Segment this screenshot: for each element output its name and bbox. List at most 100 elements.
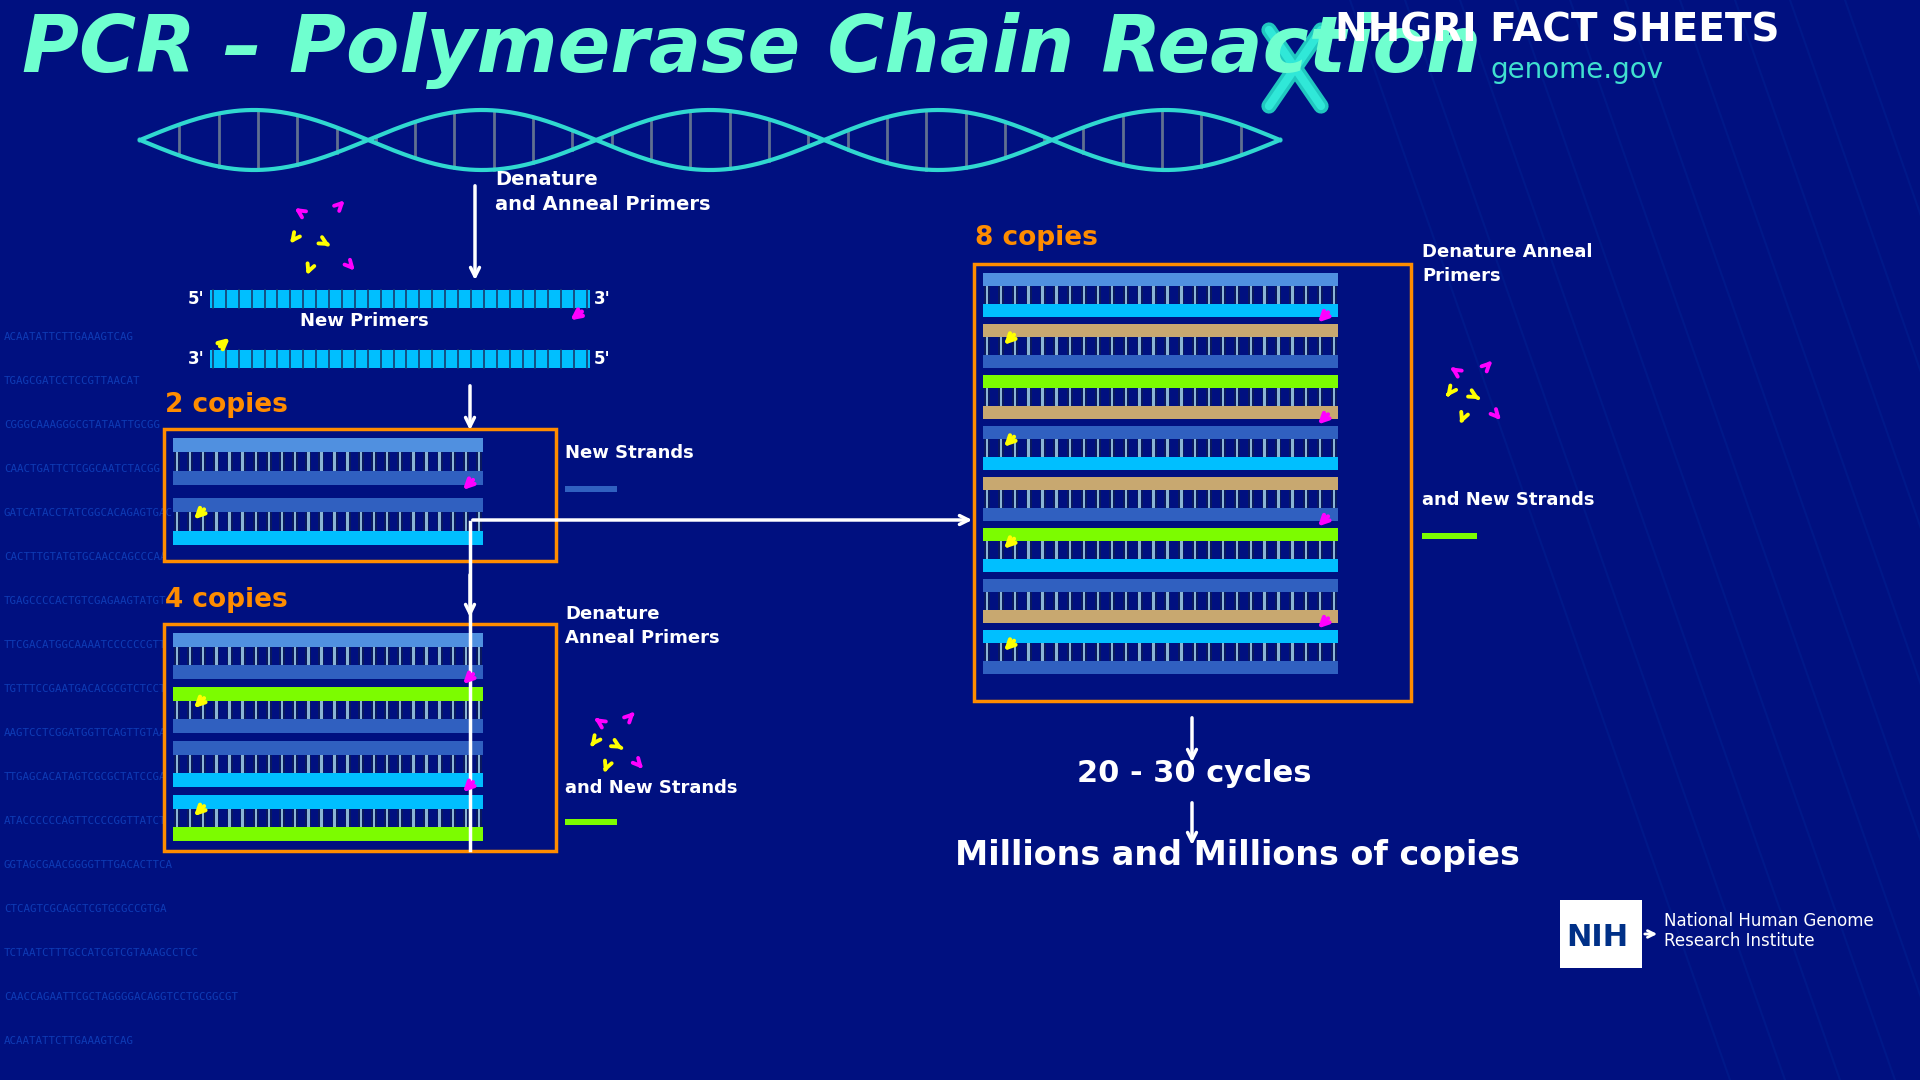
Bar bbox=[305, 647, 311, 665]
Bar bbox=[177, 647, 179, 665]
Bar bbox=[321, 809, 323, 827]
Bar bbox=[1025, 440, 1031, 457]
Bar bbox=[253, 809, 259, 827]
Bar bbox=[319, 701, 324, 719]
Bar bbox=[1012, 592, 1018, 610]
Bar bbox=[215, 453, 217, 471]
Bar bbox=[1235, 337, 1240, 355]
Bar bbox=[173, 531, 484, 545]
Bar bbox=[280, 647, 284, 665]
Bar bbox=[1123, 337, 1129, 355]
Bar bbox=[307, 701, 309, 719]
Bar bbox=[1331, 440, 1336, 457]
Bar bbox=[451, 512, 453, 531]
Bar bbox=[1192, 440, 1198, 457]
Bar bbox=[1083, 541, 1085, 558]
Bar bbox=[346, 453, 349, 471]
Bar bbox=[1261, 440, 1267, 457]
Bar bbox=[1068, 440, 1073, 457]
Bar bbox=[1094, 541, 1100, 558]
Bar bbox=[294, 701, 296, 719]
Bar bbox=[1319, 490, 1321, 508]
Bar bbox=[413, 647, 415, 665]
Bar bbox=[1181, 490, 1183, 508]
Bar bbox=[1027, 644, 1029, 661]
Bar bbox=[386, 755, 388, 773]
Bar bbox=[1290, 337, 1296, 355]
Bar bbox=[228, 453, 230, 471]
Bar bbox=[1277, 592, 1279, 610]
Bar bbox=[1236, 388, 1238, 406]
Bar bbox=[1192, 644, 1198, 661]
Bar bbox=[292, 809, 298, 827]
Bar bbox=[1206, 337, 1212, 355]
Bar bbox=[371, 809, 376, 827]
Bar bbox=[294, 755, 296, 773]
Bar bbox=[397, 453, 403, 471]
Bar bbox=[1110, 388, 1114, 406]
Bar bbox=[384, 647, 390, 665]
Bar bbox=[1039, 337, 1046, 355]
Bar bbox=[1236, 592, 1238, 610]
Bar bbox=[998, 644, 1004, 661]
Bar bbox=[399, 512, 401, 531]
Bar bbox=[1054, 541, 1060, 558]
Text: 3': 3' bbox=[188, 350, 205, 368]
Bar bbox=[175, 701, 180, 719]
Bar bbox=[399, 809, 401, 827]
Bar bbox=[357, 453, 363, 471]
Bar bbox=[1219, 592, 1227, 610]
Bar bbox=[1248, 644, 1254, 661]
Bar bbox=[983, 337, 991, 355]
Bar bbox=[1248, 440, 1254, 457]
Bar bbox=[1110, 644, 1114, 661]
Bar bbox=[265, 647, 273, 665]
Bar bbox=[319, 755, 324, 773]
Bar bbox=[1250, 592, 1252, 610]
Bar bbox=[1290, 440, 1294, 457]
Bar bbox=[1290, 388, 1294, 406]
Bar bbox=[1304, 388, 1309, 406]
Bar bbox=[346, 755, 349, 773]
Bar bbox=[478, 755, 480, 773]
Bar bbox=[1317, 286, 1323, 303]
Text: 5': 5' bbox=[188, 291, 205, 308]
Bar bbox=[321, 453, 323, 471]
Bar bbox=[1290, 592, 1294, 610]
Bar bbox=[1250, 440, 1252, 457]
Bar bbox=[1110, 490, 1116, 508]
Bar bbox=[1219, 388, 1227, 406]
Bar bbox=[1194, 490, 1196, 508]
Bar bbox=[1081, 490, 1087, 508]
Bar bbox=[983, 610, 1338, 623]
Bar bbox=[1041, 337, 1044, 355]
Bar bbox=[173, 687, 484, 701]
Bar bbox=[267, 701, 271, 719]
Bar bbox=[1139, 440, 1140, 457]
Bar bbox=[1054, 286, 1060, 303]
Bar bbox=[1041, 644, 1044, 661]
Bar bbox=[1263, 592, 1265, 610]
Bar bbox=[278, 647, 284, 665]
Bar bbox=[1261, 490, 1267, 508]
Bar bbox=[983, 406, 1338, 419]
Bar bbox=[1277, 286, 1279, 303]
Bar bbox=[1306, 337, 1308, 355]
Bar bbox=[213, 647, 219, 665]
Bar bbox=[1332, 644, 1334, 661]
Bar bbox=[173, 438, 484, 453]
Bar bbox=[1192, 337, 1198, 355]
Bar bbox=[1208, 490, 1210, 508]
Bar bbox=[1181, 286, 1183, 303]
Bar bbox=[332, 755, 338, 773]
Bar bbox=[332, 647, 338, 665]
Bar bbox=[1041, 592, 1044, 610]
Bar bbox=[1056, 644, 1058, 661]
Bar bbox=[1181, 337, 1183, 355]
Bar bbox=[1277, 388, 1279, 406]
Text: CACTTTGTATGTGCAACCAGCCCAA: CACTTTGTATGTGCAACCAGCCCAA bbox=[4, 552, 167, 562]
Bar bbox=[1125, 592, 1127, 610]
Bar bbox=[985, 644, 989, 661]
Bar bbox=[1332, 592, 1334, 610]
Bar bbox=[985, 541, 989, 558]
